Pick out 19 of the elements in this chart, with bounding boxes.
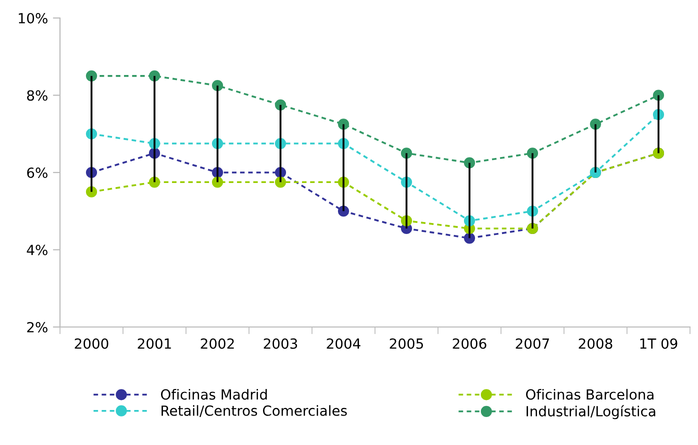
y-tick-label: 4% bbox=[26, 244, 48, 256]
x-tick-label: 2004 bbox=[326, 338, 360, 349]
x-tick-label: 2002 bbox=[200, 338, 234, 349]
legend-label: Oficinas Madrid bbox=[161, 388, 267, 400]
x-tick-label: 1T 09 bbox=[640, 338, 678, 349]
legend-label: Industrial/Logística bbox=[526, 405, 656, 420]
legend-label: Retail/Centros Comerciales bbox=[162, 405, 347, 417]
x-tick-label: 2006 bbox=[452, 338, 486, 349]
x-tick-label: 2003 bbox=[264, 338, 298, 349]
x-tick-label: 2005 bbox=[390, 338, 423, 349]
x-tick-label: 2007 bbox=[516, 338, 549, 349]
x-tick-label: 2000 bbox=[74, 338, 108, 349]
y-tick-label: 2% bbox=[27, 322, 48, 332]
y-tick-label: 8% bbox=[27, 90, 48, 101]
y-tick-label: 10% bbox=[18, 12, 48, 24]
legend-label: Oficinas Barcelona bbox=[526, 388, 654, 400]
y-tick-label: 6% bbox=[27, 167, 48, 178]
x-tick-label: 2001 bbox=[138, 338, 171, 349]
x-tick-label: 2008 bbox=[578, 338, 612, 349]
